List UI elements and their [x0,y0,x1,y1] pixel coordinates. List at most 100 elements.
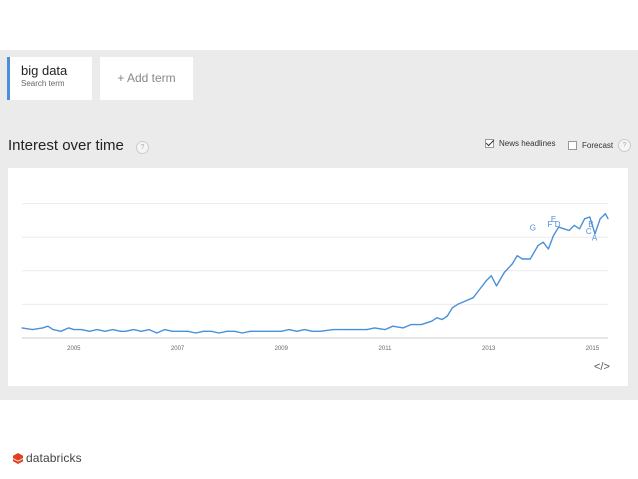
data-point [125,330,127,332]
series-line [21,213,609,334]
news-annotation-g: G [530,223,536,232]
data-point [112,329,114,331]
data-point [241,332,243,334]
data-point [156,332,158,334]
data-point [366,329,368,331]
data-point [410,323,412,326]
section-title: Interest over time [8,137,124,154]
data-point [599,218,601,220]
data-point [140,330,142,332]
data-point [589,216,591,218]
data-point [164,329,166,331]
data-point [52,329,54,331]
x-tick-label: 2005 [67,346,81,352]
news-annotation-b: B [588,220,593,229]
data-point [288,329,290,331]
embed-code-icon[interactable]: </> [594,361,610,373]
data-point [607,218,609,220]
data-point [457,303,459,305]
data-point [490,275,492,277]
data-point [104,330,106,332]
data-point [384,329,386,331]
data-point [358,329,360,331]
data-point [558,226,560,228]
data-point [42,327,44,329]
data-point [31,329,33,331]
data-point [516,255,518,257]
data-point [226,330,228,332]
data-point [594,233,596,235]
data-point [96,329,98,331]
data-point [202,330,205,332]
data-point [21,327,23,329]
data-point [436,317,438,319]
data-point [511,263,513,265]
data-point [568,229,570,232]
data-point [529,258,531,260]
data-point [60,330,62,332]
data-point [148,329,150,331]
data-point [451,307,454,309]
data-point [132,329,135,331]
data-point [446,315,448,317]
news-annotation-f: F [547,220,552,229]
data-point [495,285,498,287]
search-term-card[interactable]: big data Search term [7,57,92,100]
data-point [604,213,607,215]
data-point [552,234,555,237]
data-point [257,330,259,332]
forecast-help-icon[interactable]: ? [618,139,632,152]
data-point [374,327,376,329]
data-point [392,325,394,327]
data-point [210,330,212,332]
interest-chart-card: 2005 2007 2009 2011 2013 2015 G F E D B C A [8,168,628,386]
data-point [431,320,433,322]
forecast-toggle[interactable]: Forecast ? [568,139,632,152]
data-point [47,325,49,327]
data-point [218,332,220,334]
data-point [179,330,181,332]
databricks-logo-text: databricks [26,451,82,465]
x-tick-label: 2007 [171,346,185,352]
forecast-label: Forecast [582,141,614,150]
databricks-logo-icon [13,452,23,464]
search-term-name: big data [21,63,68,78]
data-point [280,330,282,332]
data-point [547,248,549,250]
data-point [578,228,581,230]
search-term-sublabel: Search term [21,79,65,88]
news-headlines-label: News headlines [499,139,556,148]
data-point [542,241,544,243]
data-point [234,330,236,332]
data-point [187,330,189,332]
data-point [345,329,347,331]
news-headlines-toggle[interactable]: News headlines [485,139,555,148]
data-point [573,224,575,227]
help-icon[interactable]: ? [136,141,149,154]
interest-chart: 2005 2007 2009 2011 2013 2015 G FED BCA [21,203,609,352]
x-tick-label: 2015 [586,346,600,352]
data-point [563,228,565,230]
forecast-checkbox[interactable] [568,141,577,150]
data-point [537,245,539,247]
data-point [464,300,466,302]
data-point [420,323,422,326]
news-annotation-a: A [592,234,598,243]
data-point [265,330,267,332]
news-annotation-c: C [586,227,592,236]
databricks-logo: databricks [13,451,82,465]
data-point [68,327,70,329]
data-point [272,330,275,332]
data-point [195,332,197,334]
x-tick-label: 2013 [482,346,496,352]
data-point [171,330,173,332]
data-point [402,327,404,329]
data-point [73,329,75,331]
data-point [88,330,91,332]
data-point [485,280,487,282]
data-point [319,330,321,332]
add-term-button[interactable]: + Add term [100,57,193,100]
data-point [311,330,314,332]
x-tick-label: 2011 [379,346,393,352]
news-headlines-checkbox[interactable] [485,139,494,148]
